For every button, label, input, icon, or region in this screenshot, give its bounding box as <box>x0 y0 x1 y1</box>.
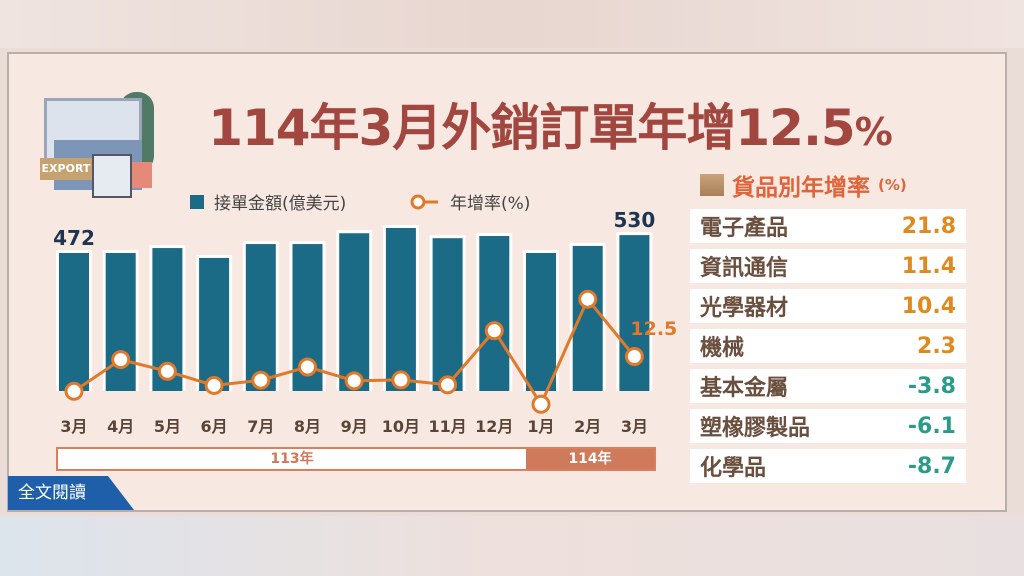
bar <box>619 235 650 391</box>
growth-point <box>251 370 271 390</box>
table-row: 塑橡膠製品 -6.1 <box>690 409 966 443</box>
month-label: 3月 <box>60 417 87 436</box>
month-label: 5月 <box>154 417 181 436</box>
growth-point <box>204 375 224 395</box>
row-value: 11.4 <box>901 253 956 279</box>
bar-label-first: 472 <box>53 226 95 250</box>
growth-point <box>298 357 317 377</box>
growth-point <box>64 381 84 401</box>
growth-point <box>344 371 364 391</box>
row-label: 塑橡膠製品 <box>700 416 811 441</box>
month-label: 11月 <box>428 417 466 436</box>
line-swatch-icon <box>410 194 438 209</box>
export-illustration: EXPORT <box>40 92 160 202</box>
row-value: 2.3 <box>917 333 956 359</box>
bar <box>526 253 556 391</box>
row-label: 基本金屬 <box>700 376 789 401</box>
month-label: 9月 <box>341 417 368 436</box>
box-icon <box>700 174 724 196</box>
line-label-last: 12.5 <box>630 318 677 340</box>
row-value: -8.7 <box>907 453 956 479</box>
bar <box>339 233 370 391</box>
bar <box>245 244 276 391</box>
year-114: 114年 <box>526 449 654 469</box>
table-header: 貨品別年增率 (%) <box>700 168 907 202</box>
background-bottom <box>0 516 1024 576</box>
row-value: 21.8 <box>901 213 956 239</box>
row-label: 電子產品 <box>700 216 789 241</box>
legend-line: 年增率(%) <box>410 189 530 214</box>
month-label: 8月 <box>294 417 321 436</box>
table-row: 電子產品 21.8 <box>690 209 966 243</box>
table-row: 機械 2.3 <box>690 329 966 363</box>
table-row: 光學器材 10.4 <box>690 289 966 323</box>
chart: 3月 4月 5月 6月 7月 8月 9月 10月 11月 12月 1月 2月 3月 472 530 12.5 <box>53 208 677 436</box>
growth-point <box>391 370 411 390</box>
growth-point <box>438 375 458 395</box>
month-label: 6月 <box>201 417 228 436</box>
row-value: -3.8 <box>907 373 956 399</box>
bar <box>199 257 230 391</box>
month-label: 10月 <box>382 417 420 436</box>
month-label: 1月 <box>527 417 554 436</box>
month-label: 4月 <box>107 417 134 436</box>
growth-point <box>484 321 504 341</box>
month-label: 3月 <box>621 417 648 436</box>
bar <box>479 236 510 391</box>
bar <box>572 245 603 391</box>
table-row: 資訊通信 11.4 <box>690 249 966 283</box>
bar <box>59 253 89 391</box>
page-title: 114年3月外銷訂單年增12.5% <box>208 99 893 157</box>
row-label: 機械 <box>700 336 745 361</box>
growth-point <box>624 347 644 366</box>
growth-point <box>111 350 131 370</box>
row-label: 化學品 <box>700 456 767 481</box>
month-label: 2月 <box>574 417 601 436</box>
bar-label-last: 530 <box>614 208 656 232</box>
legend-bars: 接單金額(億美元) <box>190 189 346 214</box>
row-value: -6.1 <box>907 413 956 439</box>
bar-swatch-icon <box>190 194 204 209</box>
table-row: 化學品 -8.7 <box>690 449 966 483</box>
bar <box>385 228 416 391</box>
bar <box>105 253 136 391</box>
export-label: EXPORT <box>40 158 92 180</box>
background-top <box>0 0 1024 48</box>
year-113: 113年 <box>58 449 526 469</box>
row-label: 光學器材 <box>700 296 789 321</box>
month-label: 12月 <box>475 417 513 436</box>
year-bar: 113年 114年 <box>56 447 656 471</box>
table-row: 基本金屬 -3.8 <box>690 369 966 403</box>
growth-point <box>531 394 551 414</box>
row-value: 10.4 <box>901 293 956 319</box>
month-label: 7月 <box>247 417 274 436</box>
bar <box>432 238 463 391</box>
growth-point <box>157 361 177 381</box>
row-label: 資訊通信 <box>700 256 789 281</box>
growth-point <box>578 289 598 309</box>
